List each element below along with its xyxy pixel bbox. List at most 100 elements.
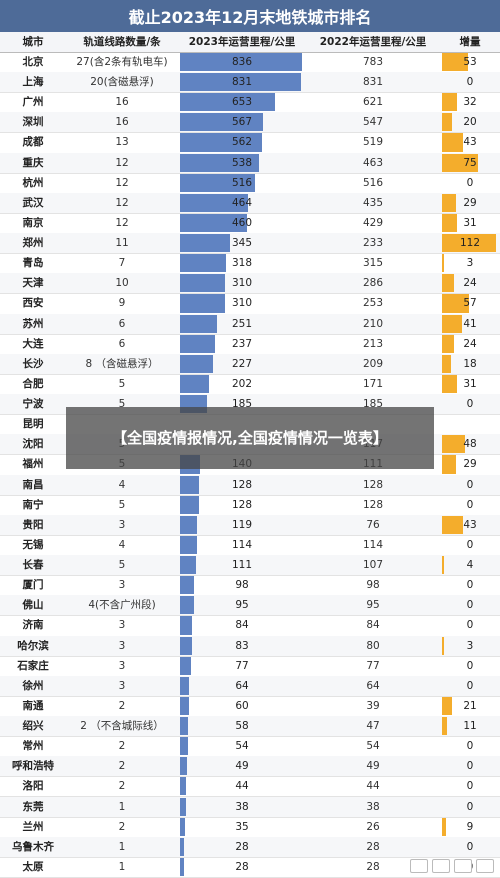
value-increase: 41 [463,317,477,330]
bar-2023 [180,676,190,695]
value-2022: 621 [362,96,384,109]
value-2022: 831 [362,76,384,89]
table-row: 徐州 3 64 64 0 [0,675,500,697]
table-row: 洛阳 2 44 44 0 [0,776,500,798]
city-label: 南通 [22,699,44,712]
table-row: 东莞 1 38 38 0 [0,796,500,818]
value-2023: 310 [231,297,253,310]
line-count: 16 [115,116,129,129]
value-2022: 286 [362,277,384,290]
city-label: 广州 [22,96,44,109]
value-2022: 435 [362,196,384,209]
bar-2023 [180,535,197,555]
value-2023: 54 [235,740,249,753]
city-label: 青岛 [22,257,44,270]
value-increase: 31 [463,216,477,229]
bar-2023 [180,274,226,293]
bar-2023 [180,757,188,776]
line-count: 4 [118,538,126,551]
value-2023: 567 [231,116,253,129]
value-2023: 128 [231,498,253,511]
city-label: 大连 [22,337,44,350]
value-2023: 28 [235,860,249,873]
bar-2023 [180,113,263,132]
bar-2023 [180,254,227,273]
value-2023: 64 [235,679,249,692]
table-row: 重庆 12 538 463 75 [0,152,500,174]
line-count: 3 [118,639,126,652]
value-increase: 0 [466,76,474,89]
line-count: 3 [118,518,126,531]
value-2022: 49 [366,760,380,773]
line-count: 9 [118,297,126,310]
bar-increase [442,435,466,454]
bar-2023 [180,153,259,172]
city-label: 呼和浩特 [12,760,54,773]
value-2023: 114 [231,538,253,551]
value-2023: 38 [235,800,249,813]
watermark-icon [454,859,472,873]
line-count: 5 [118,377,126,390]
value-increase: 0 [466,176,474,189]
bar-2023 [180,73,302,92]
city-label: 沈阳 [22,438,44,451]
line-count: 11 [115,237,129,250]
city-label: 兰州 [22,820,44,833]
value-2023: 562 [231,136,253,149]
city-label: 贵阳 [22,518,44,531]
table-row: 广州 16 653 621 32 [0,92,500,114]
caption-text: 【全国疫情报情况,全国疫情情况一览表】 [112,429,388,447]
bar-2023 [180,374,210,394]
value-2022: 64 [366,679,380,692]
value-2023: 202 [231,377,253,390]
value-2022: 28 [366,860,380,873]
value-2022: 114 [362,538,384,551]
bar-2023 [180,475,199,494]
table-row: 北京 27(含2条有轨电车) 836 783 53 [0,52,500,74]
bar-2023 [180,576,195,595]
line-count: 7 [118,257,126,270]
line-count: 5 [118,559,126,572]
value-increase: 0 [466,800,474,813]
value-2022: 315 [362,257,384,270]
header-lines: 轨道线路数量/条 [83,36,161,48]
line-count: 1 [118,860,126,873]
table-row: 青岛 7 318 315 3 [0,253,500,275]
table-row: 乌鲁木齐 1 28 28 0 [0,836,500,858]
value-2022: 39 [366,699,380,712]
value-increase: 0 [466,659,474,672]
header-2023: 2023年运营里程/公里 [188,36,296,48]
city-label: 杭州 [22,176,44,189]
value-2022: 54 [366,740,380,753]
table-row: 绍兴 2 （不含城际线） 58 47 11 [0,716,500,738]
line-count: 3 [118,679,126,692]
bar-increase [442,374,457,394]
city-label: 南宁 [22,498,44,511]
value-2023: 98 [235,579,249,592]
value-2022: 171 [362,377,384,390]
bar-increase [442,455,456,474]
city-label: 东莞 [22,800,44,813]
value-increase: 29 [463,458,477,471]
line-count: 2 [118,780,126,793]
bar-increase [442,153,479,172]
table-row: 合肥 5 202 171 31 [0,374,500,396]
value-2023: 83 [235,639,249,652]
value-2023: 49 [235,760,249,773]
value-2022: 519 [362,136,384,149]
value-increase: 43 [463,136,477,149]
city-label: 洛阳 [22,780,44,793]
value-2023: 84 [235,619,249,632]
table-row: 厦门 3 98 98 0 [0,575,500,597]
bar-2023 [180,515,198,534]
table-row: 大连 6 237 213 24 [0,334,500,355]
bar-2023 [180,636,193,655]
line-count: 3 [118,579,126,592]
value-2022: 516 [362,176,384,189]
value-2022: 128 [362,478,384,491]
value-increase: 112 [459,237,481,250]
table-row: 南京 12 460 429 31 [0,213,500,235]
city-label: 北京 [22,56,44,68]
header-increase: 增量 [459,36,481,48]
value-2022: 80 [366,639,380,652]
